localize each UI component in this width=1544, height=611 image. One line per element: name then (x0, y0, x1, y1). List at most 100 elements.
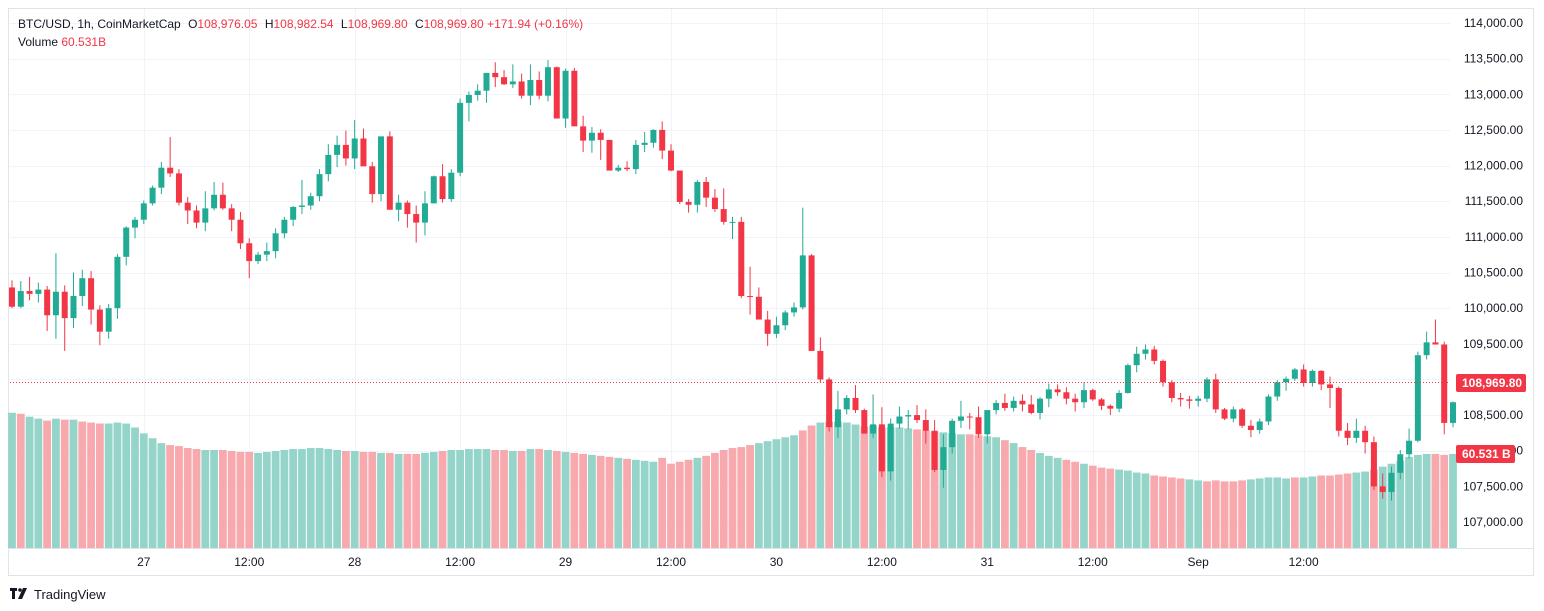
volume-bar (122, 423, 131, 548)
volume-bar (957, 434, 965, 548)
price-tick-label: 111,000.00 (1465, 230, 1524, 244)
volume-bar (798, 430, 807, 548)
price-tick-label: 113,000.00 (1464, 87, 1523, 101)
symbol-label[interactable]: BTC/USD, 1h, CoinMarketCap (18, 17, 181, 31)
volume-bar (1132, 472, 1141, 548)
volume-bar (658, 457, 667, 548)
candle-body (659, 129, 666, 151)
volume-bar (535, 449, 544, 548)
volume-label[interactable]: Volume (18, 35, 59, 49)
candle-body (1080, 390, 1087, 403)
volume-bar (271, 450, 280, 548)
candle-body (711, 197, 718, 210)
volume-bar (1088, 465, 1097, 548)
candle-body (509, 81, 516, 85)
volume-bar (43, 420, 52, 548)
candle-body (158, 167, 165, 188)
candle-body (483, 72, 490, 91)
candle-body (1450, 402, 1456, 423)
volume-bar (421, 452, 429, 548)
candle-body (307, 196, 314, 206)
volume-bar (1194, 480, 1203, 548)
volume-bar (921, 430, 930, 548)
volume-bar (166, 445, 175, 548)
candle-body (1028, 404, 1035, 413)
candle-body (123, 227, 130, 257)
low-label: L (340, 17, 348, 31)
candle-body (720, 209, 727, 222)
candle-body (114, 256, 121, 309)
candle-body (984, 410, 991, 435)
volume-bar (948, 433, 957, 548)
volume-bar (456, 450, 465, 548)
candle-body (202, 208, 209, 223)
candle-body (255, 254, 262, 262)
volume-bar (25, 416, 34, 548)
candle-body (334, 144, 341, 155)
price-tick-label: 108,500.00 (1463, 408, 1523, 422)
candle-body (263, 251, 270, 255)
candle-body (966, 416, 973, 418)
candle-body (588, 132, 595, 141)
candle-body (940, 447, 947, 470)
candle-body (1344, 430, 1351, 438)
candle-body (1054, 389, 1061, 393)
volume-bar (614, 457, 623, 548)
candle-body (764, 319, 771, 334)
volume-bar (500, 450, 508, 548)
candle-body (527, 80, 534, 96)
volume-bar (289, 449, 298, 548)
volume-bar (825, 421, 834, 548)
volume-bar (8, 412, 16, 548)
volume-bar (1413, 454, 1422, 548)
volume-bar (781, 437, 790, 548)
price-tick-label: 107,000.00 (1463, 515, 1523, 529)
tradingview-logo[interactable]: TradingView (10, 585, 106, 603)
volume-bar (816, 422, 825, 548)
volume-bar (201, 450, 210, 548)
volume-bar (280, 450, 289, 548)
volume-bar (834, 421, 842, 548)
candle-body (404, 202, 411, 215)
volume-bar (684, 459, 693, 548)
candle-body (615, 167, 622, 171)
candle-body (791, 307, 798, 313)
candle-body (272, 233, 279, 252)
volume-bar (1018, 447, 1027, 548)
volume-bar (1440, 454, 1449, 548)
candle-body (905, 415, 912, 417)
volume-bar (1334, 474, 1343, 548)
candle-body (1203, 379, 1210, 399)
candle-body (88, 278, 95, 310)
candle-body (1247, 425, 1254, 431)
candle-body (439, 176, 446, 200)
volume-bar (790, 435, 798, 548)
volume-bar (1009, 443, 1018, 548)
volume-bar (939, 432, 948, 548)
candle-body (1098, 399, 1105, 406)
candle-body (922, 420, 929, 431)
volume-bar (1176, 478, 1185, 548)
candle-body (852, 397, 859, 411)
volume-bar (1080, 463, 1088, 548)
volume-bar (60, 419, 69, 548)
volume-bar (588, 454, 596, 548)
time-axis[interactable]: 27 12:00 28 12:00 29 12:00 30 12:00 31 12:00 Sep 12… (137, 555, 1319, 569)
candle-body (474, 90, 481, 95)
time-tick-label: 12:00 (656, 555, 686, 569)
candle-body (703, 181, 710, 198)
candle-body (870, 424, 877, 434)
volume-bar (1106, 468, 1115, 548)
price-tick-label: 107,500.00 (1463, 479, 1523, 493)
candle-body (1107, 405, 1114, 409)
volume-bar (965, 434, 974, 548)
candle-body (887, 423, 894, 472)
volume-bar (175, 446, 183, 548)
candle-body (228, 208, 235, 220)
candle-body (1370, 442, 1377, 487)
last-volume-tag: 60.531 B (1456, 445, 1515, 463)
candle-body (96, 309, 103, 332)
candle-body (501, 77, 508, 85)
candle-body (1265, 396, 1272, 422)
